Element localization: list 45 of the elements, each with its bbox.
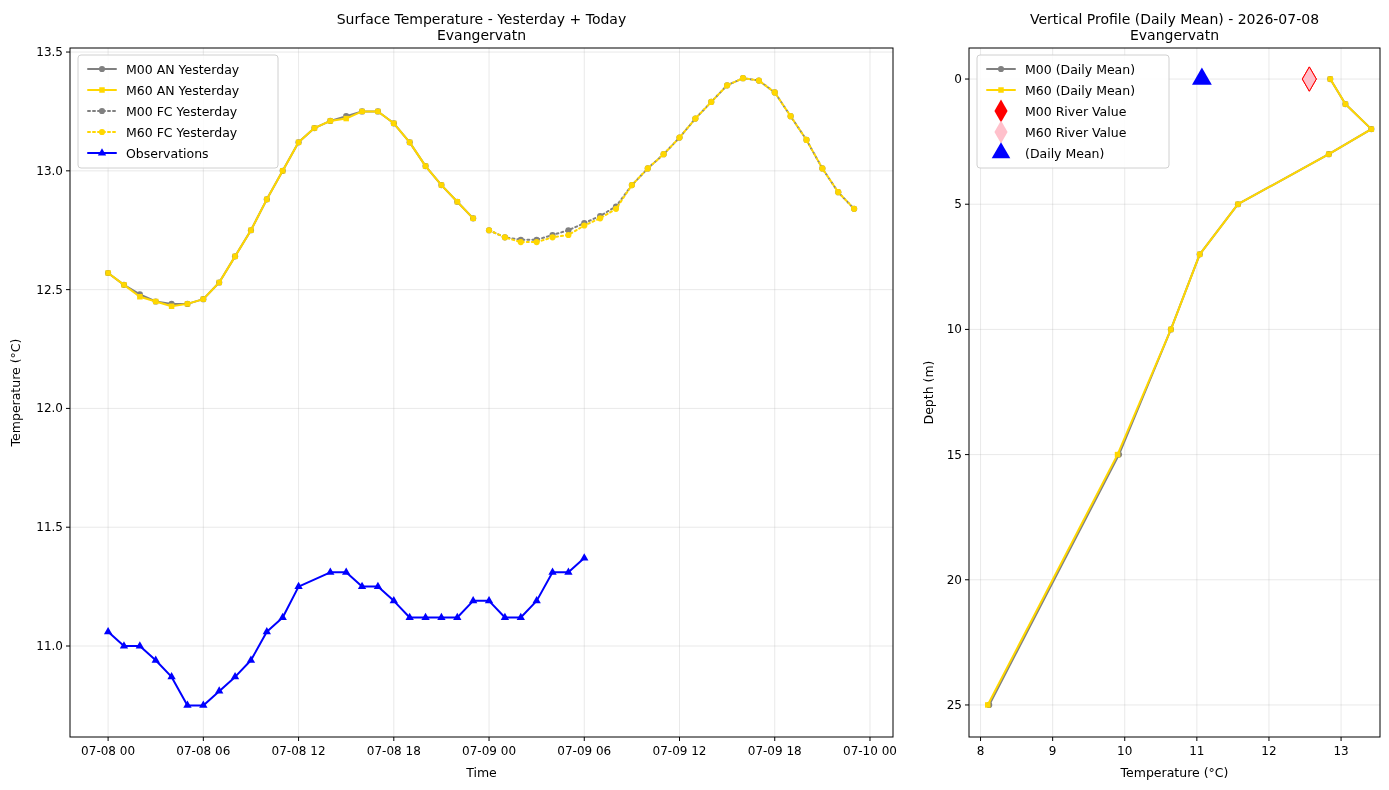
legend-label: M60 AN Yesterday [126,82,240,98]
chart-title: Surface Temperature - Yesterday + Today [336,11,627,27]
legend-label: M00 FC Yesterday [126,103,238,119]
x-tick-label: 07-09 18 [747,744,802,758]
chart-subtitle: Evangervatn [1129,27,1220,43]
legend-label: M60 River Value [1025,124,1127,140]
legend-label: M00 (Daily Mean) [1025,61,1136,77]
x-tick-label: 13 [1333,744,1349,758]
y-tick-label: 13.5 [36,45,63,60]
legend-label: M60 (Daily Mean) [1025,82,1136,98]
y-tick-label: 11.0 [36,639,63,653]
x-tick-label: 07-09 00 [462,744,517,758]
x-axis-title: Temperature (°C) [1119,765,1229,780]
y-tick-label: 12.5 [36,282,63,297]
y-axis-title: Temperature (°C) [8,338,23,448]
y-tick-label: 11.5 [36,520,63,535]
x-tick-label: 8 [976,744,985,758]
x-axis-title: Time [465,765,498,780]
legend-label: M60 FC Yesterday [126,124,238,140]
x-tick-label: 07-09 12 [652,744,707,758]
legend-label: (Daily Mean) [1025,145,1105,161]
y-axis-title: Depth (m) [921,360,936,425]
legend-label: M00 AN Yesterday [126,61,240,77]
chart-title: Vertical Profile (Daily Mean) - 2026-07-08 [1029,11,1320,27]
y-tick-label: 25 [946,697,962,712]
x-tick-label: 11 [1189,744,1205,758]
y-tick-label: 12.0 [36,401,63,416]
x-tick-label: 12 [1261,744,1277,758]
y-tick-label: 20 [946,572,962,587]
y-tick-label: 13.0 [36,163,63,178]
legend-label: Observations [126,145,209,161]
x-tick-label: 07-08 06 [176,744,231,758]
y-tick-label: 5 [954,197,962,212]
x-tick-label: 07-08 12 [271,744,326,758]
legend-label: M00 River Value [1025,103,1127,119]
x-tick-label: 07-09 06 [557,744,612,758]
chart-subtitle: Evangervatn [436,27,527,43]
x-tick-label: 07-08 00 [81,744,136,758]
x-tick-label: 07-10 00 [843,744,897,758]
x-tick-label: 9 [1048,744,1057,758]
y-tick-label: 15 [946,447,962,462]
y-tick-label: 0 [954,72,962,87]
x-tick-label: 07-08 18 [366,744,421,758]
x-tick-label: 10 [1117,744,1133,758]
y-tick-label: 10 [946,322,962,337]
